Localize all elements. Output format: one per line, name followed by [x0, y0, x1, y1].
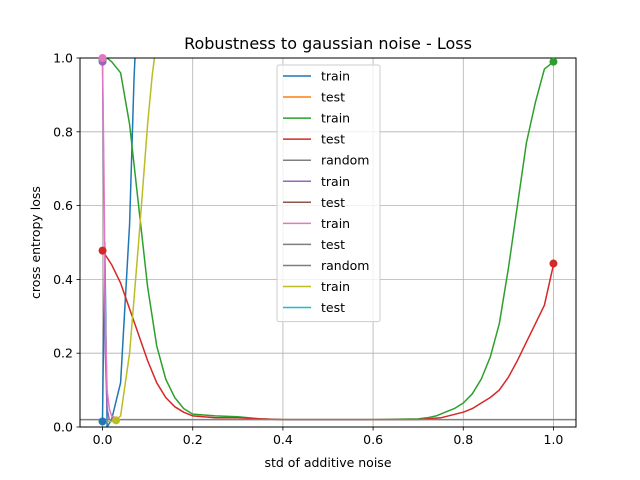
series-marker-3 — [549, 259, 558, 268]
series-marker-10 — [112, 416, 121, 425]
legend-box — [276, 64, 381, 323]
y-tick-label: 1.0 — [53, 51, 73, 66]
legend-label: train — [321, 69, 350, 84]
legend-label: train — [321, 279, 350, 294]
series-line-7 — [101, 58, 117, 419]
legend-label: test — [321, 90, 345, 105]
x-tick-label: 1.0 — [544, 432, 564, 447]
legend-label: train — [321, 216, 350, 231]
y-tick-label: 0.8 — [53, 124, 73, 139]
series-marker-3 — [98, 246, 107, 255]
series-markers — [98, 54, 558, 426]
chart-title: Robustness to gaussian noise - Loss — [184, 34, 472, 53]
axes-frame — [79, 57, 577, 428]
series-marker-0 — [98, 417, 107, 426]
plot-area — [80, 58, 576, 427]
axis-ticks: 0.0 0.2 0.4 0.6 0.8 1.0 0.0 0.2 0.4 0.6 0.8 1.0 — [53, 51, 563, 448]
y-tick-label: 0.4 — [53, 272, 73, 287]
series-marker-7 — [98, 54, 107, 62]
y-tick-label: 0.2 — [53, 346, 73, 361]
legend: train test train test random train test train te… — [276, 64, 381, 323]
y-axis-label: cross entropy loss — [28, 186, 43, 299]
legend-label: test — [321, 195, 345, 210]
legend-label: train — [321, 174, 350, 189]
x-tick-label: 0.8 — [453, 432, 473, 447]
x-tick-label: 0.2 — [183, 432, 203, 447]
legend-label: train — [321, 111, 350, 126]
x-tick-label: 0.0 — [93, 432, 113, 447]
y-tick-label: 0.0 — [53, 420, 73, 435]
y-tick-label: 0.6 — [53, 198, 73, 213]
legend-label: random — [321, 258, 369, 273]
legend-label: random — [321, 153, 369, 168]
legend-label: test — [321, 237, 345, 252]
series-marker-2 — [549, 57, 558, 66]
x-tick-label: 0.4 — [273, 432, 293, 447]
x-tick-label: 0.6 — [363, 432, 383, 447]
series-line-10 — [102, 58, 156, 423]
x-axis-label: std of additive noise — [264, 455, 391, 470]
legend-label: test — [321, 132, 345, 147]
legend-label: test — [321, 300, 345, 315]
